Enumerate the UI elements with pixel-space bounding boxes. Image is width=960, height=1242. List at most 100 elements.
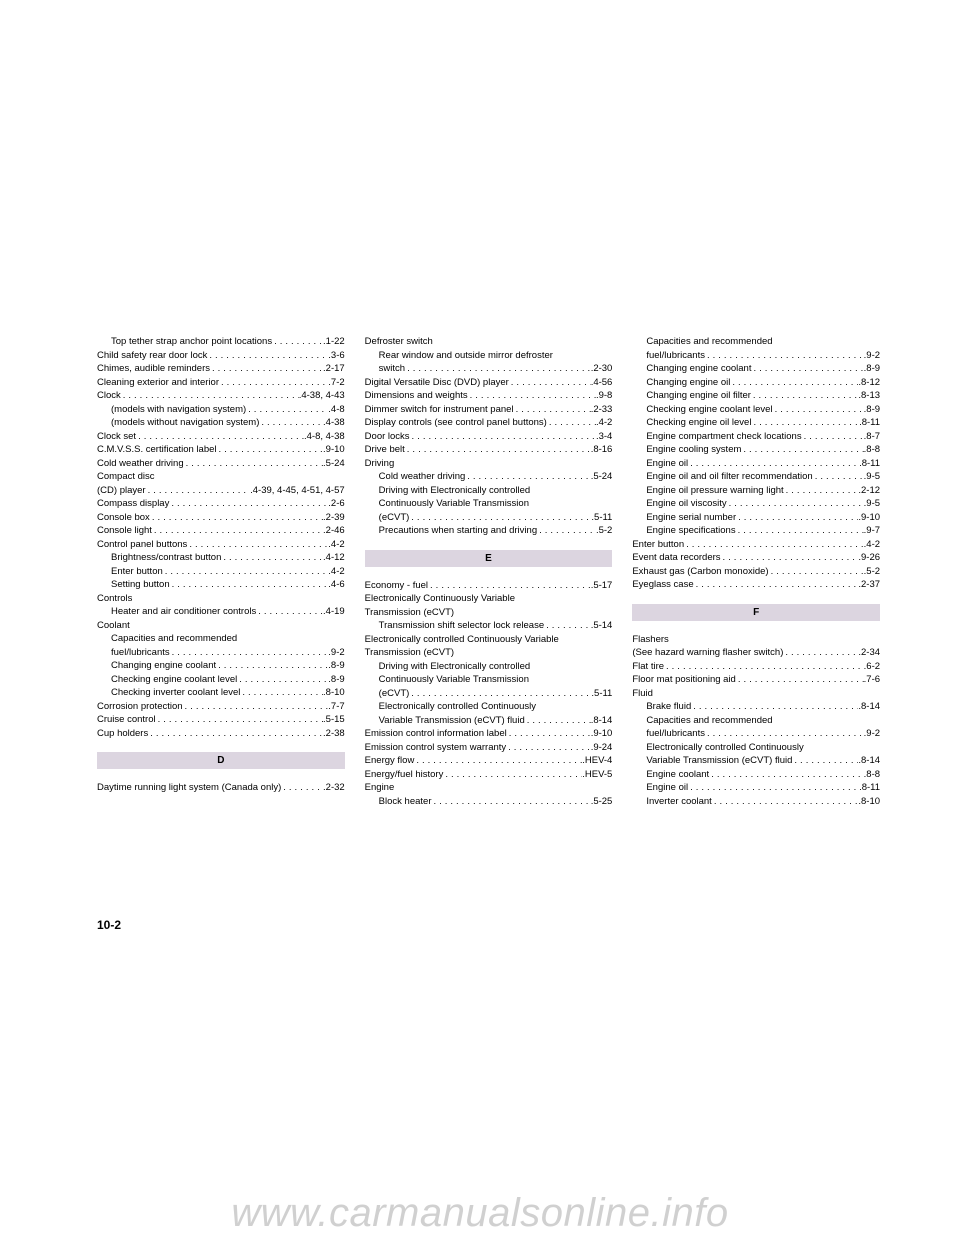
index-page: .2-34 [858,646,880,660]
index-page: .8-12 [858,376,880,390]
index-label: Driving [365,457,395,471]
index-line: Coolant [97,619,345,633]
index-entry: (eCVT).5-11 [365,511,613,525]
index-entry: Cruise control.5-15 [97,713,345,727]
index-page: .4-56 [591,376,613,390]
index-page: .4-19 [323,605,345,619]
dot-leader [169,497,328,511]
dot-leader [705,727,864,741]
index-page: .7-2 [328,376,344,390]
index-label: C.M.V.S.S. certification label [97,443,217,457]
index-page: .9-2 [864,727,880,741]
index-page: .9-5 [864,470,880,484]
index-page: .8-10 [858,795,880,809]
index-label: Capacities and recommended [111,632,237,646]
index-page: .8-9 [328,673,344,687]
dot-leader [183,700,329,714]
index-label: Corrosion protection [97,700,183,714]
index-page: .8-10 [323,686,345,700]
index-entry: Chimes, audible reminders.2-17 [97,362,345,376]
index-page: .2-17 [323,362,345,376]
dot-leader [237,673,328,687]
index-entry: Door locks.3-4 [365,430,613,444]
dot-leader [684,538,864,552]
index-page: .8-9 [864,362,880,376]
index-label: Door locks [365,430,410,444]
index-entry: Cold weather driving.5-24 [365,470,613,484]
index-label: Checking engine oil level [646,416,751,430]
dot-leader [207,349,328,363]
dot-leader [712,795,859,809]
index-entry: Checking engine coolant level.8-9 [632,403,880,417]
index-line: Engine [365,781,613,795]
index-line: Driving with Electronically controlled [365,484,613,498]
index-label: Changing engine coolant [646,362,751,376]
index-page: .1-22 [323,335,345,349]
index-label: Capacities and recommended [646,714,772,728]
dot-leader [773,403,864,417]
index-entry: Compass display.2-6 [97,497,345,511]
index-entry: Block heater.5-25 [365,795,613,809]
index-entry: Changing engine coolant.8-9 [97,659,345,673]
dot-leader [751,362,863,376]
index-entry: Economy - fuel.5-17 [365,579,613,593]
dot-leader [148,727,323,741]
index-label: Eyeglass case [632,578,693,592]
section-header: D [97,752,345,769]
index-page: .7-6 [864,673,880,687]
dot-leader [691,700,858,714]
index-label: Controls [97,592,132,606]
index-page: .2-12 [858,484,880,498]
dot-leader [802,430,864,444]
dot-leader [409,687,591,701]
index-entry: Changing engine oil.8-12 [632,376,880,390]
index-page: .9-10 [591,727,613,741]
index-entry: Engine oil and oil filter recommendation… [632,470,880,484]
index-label: Compact disc [97,470,155,484]
index-entry: (models without navigation system).4-38 [97,416,345,430]
index-entry: Floor mat positioning aid.7-6 [632,673,880,687]
index-page: .4-2 [596,416,612,430]
dot-leader [506,741,591,755]
index-line: Capacities and recommended [632,714,880,728]
dot-leader [150,511,323,525]
dot-leader [547,416,596,430]
section-header: E [365,550,613,567]
index-page: .5-11 [591,687,612,701]
index-label: Precautions when starting and driving [379,524,537,538]
index-entry: Event data recorders.9-26 [632,551,880,565]
index-page: .2-32 [323,781,345,795]
index-entry: Engine coolant.8-8 [632,768,880,782]
dot-leader [813,470,864,484]
dot-leader [664,660,864,674]
index-label: Checking inverter coolant level [111,686,240,700]
index-label: fuel/lubricants [646,727,705,741]
index-label: Engine coolant [646,768,709,782]
dot-leader [414,754,582,768]
index-entry: (See hazard warning flasher switch).2-34 [632,646,880,660]
index-label: Continuously Variable Transmission [379,673,529,687]
index-entry: Precautions when starting and driving.5-… [365,524,613,538]
index-label: (eCVT) [379,687,410,701]
index-label: Heater and air conditioner controls [111,605,256,619]
index-page: .HEV-4 [582,754,612,768]
index-entry: Enter button.4-2 [97,565,345,579]
index-label: Flashers [632,633,668,647]
index-label: Dimmer switch for instrument panel [365,403,514,417]
index-label: Engine [365,781,395,795]
index-line: Compact disc [97,470,345,484]
index-label: Engine specifications [646,524,735,538]
index-label: Cleaning exterior and interior [97,376,219,390]
dot-leader [210,362,323,376]
dot-leader [694,578,859,592]
index-entry: Exhaust gas (Carbon monoxide).5-2 [632,565,880,579]
page-number: 10-2 [97,918,121,932]
index-page: .4-8, 4-38 [304,430,345,444]
index-entry: Clock set.4-8, 4-38 [97,430,345,444]
index-entry: (models with navigation system).4-8 [97,403,345,417]
index-label: Economy - fuel [365,579,428,593]
index-label: Engine oil and oil filter recommendation [646,470,812,484]
dot-leader [410,430,596,444]
index-label: Transmission shift selector lock release [379,619,544,633]
index-entry: C.M.V.S.S. certification label.9-10 [97,443,345,457]
